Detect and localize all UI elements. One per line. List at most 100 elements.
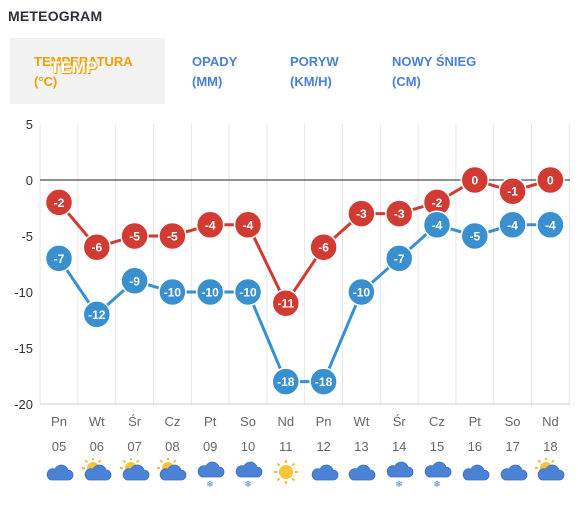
data-point	[536, 165, 565, 195]
data-label: 0	[471, 174, 478, 188]
data-point	[460, 165, 490, 195]
cloud-icon	[460, 458, 490, 488]
data-label: -12	[88, 308, 106, 322]
tab-new-snow-line2: (CM)	[392, 74, 421, 89]
data-label: -4	[545, 218, 556, 232]
tab-bar: TEMPERATURA (°C) TEMP OPADY (MM) PORYW (…	[10, 38, 570, 104]
x-date-label: 15	[430, 439, 444, 454]
tab-temperature-label: TEMPERATURA (°C)	[34, 52, 133, 92]
tab-temperature[interactable]: TEMPERATURA (°C) TEMP	[10, 38, 165, 104]
x-day-label: Śr	[128, 414, 142, 429]
data-label: -3	[356, 207, 367, 221]
tab-temperature-line2: (°C)	[34, 74, 58, 89]
tab-gust-line2: (KM/H)	[290, 74, 332, 89]
x-date-label: 18	[543, 439, 557, 454]
data-label: -2	[432, 196, 443, 210]
x-day-label: Cz	[164, 414, 180, 429]
data-label: -18	[277, 375, 295, 389]
data-point	[233, 210, 263, 240]
cloud-snow-icon: ❄	[195, 458, 225, 490]
data-label: -5	[469, 230, 480, 244]
y-tick-label: -10	[14, 285, 33, 300]
data-point	[347, 277, 376, 307]
data-label: -6	[318, 241, 329, 255]
sun-cloud-icon	[81, 457, 112, 488]
data-point	[233, 277, 263, 307]
data-point	[120, 266, 149, 296]
cloud-snow-icon: ❄	[384, 458, 414, 490]
sun-cloud-icon	[535, 457, 565, 488]
data-point	[120, 221, 149, 251]
tab-precipitation-line2: (MM)	[192, 74, 223, 89]
sun-icon	[271, 458, 301, 488]
x-day-label: So	[240, 414, 256, 429]
x-date-label: 05	[52, 439, 66, 454]
x-day-label: Nd	[542, 414, 559, 429]
x-date-label: 12	[316, 439, 330, 454]
cloud-snow-icon: ❄	[422, 458, 452, 490]
sun-cloud-icon	[157, 457, 187, 488]
data-point	[82, 232, 112, 262]
data-point	[498, 176, 527, 206]
data-point	[82, 300, 112, 329]
data-point	[44, 188, 74, 217]
cloud-icon	[346, 458, 376, 488]
data-point	[195, 277, 225, 307]
data-point	[536, 210, 565, 240]
x-day-label: Wt	[353, 414, 369, 429]
data-point	[422, 210, 452, 240]
data-point	[271, 367, 301, 396]
data-label: -4	[507, 218, 518, 232]
sun-cloud-icon	[119, 457, 150, 488]
tab-new-snow-line1: NOWY ŚNIEG	[392, 54, 477, 69]
data-label: -18	[315, 375, 333, 389]
cloud-icon	[309, 458, 339, 488]
data-label: -6	[91, 241, 102, 255]
svg-text:❄: ❄	[244, 480, 252, 488]
y-tick-label: -5	[21, 229, 33, 244]
data-point	[309, 367, 338, 396]
tab-precipitation[interactable]: OPADY (MM)	[178, 38, 268, 104]
tab-precipitation-label: OPADY (MM)	[192, 52, 237, 92]
data-point	[309, 232, 338, 262]
data-label: -7	[54, 252, 65, 266]
data-label: -2	[54, 196, 65, 210]
x-date-label: 07	[127, 439, 141, 454]
data-label: -7	[394, 252, 405, 266]
data-point	[384, 199, 414, 228]
temperature-chart: 50-5-10-15-20Pn05Wt06Śr07Cz08Pt09So10Nd1…	[14, 117, 570, 454]
data-point	[347, 199, 376, 228]
x-day-label: Pt	[204, 414, 217, 429]
x-date-label: 11	[279, 439, 293, 454]
page-title: METEOGRAM	[8, 8, 103, 24]
tab-new-snow[interactable]: NOWY ŚNIEG (CM)	[378, 38, 498, 104]
x-day-label: Pn	[51, 414, 67, 429]
x-day-label: Nd	[277, 414, 294, 429]
data-point	[158, 277, 187, 307]
tab-gust[interactable]: PORYW (KM/H)	[276, 38, 371, 104]
data-point	[271, 288, 301, 318]
data-label: -10	[353, 286, 371, 300]
data-point	[498, 210, 527, 240]
data-label: -4	[205, 218, 216, 232]
y-tick-label: -15	[14, 341, 33, 356]
x-day-label: Pt	[469, 414, 482, 429]
cloud-icon	[44, 458, 74, 488]
x-day-label: Wt	[89, 414, 105, 429]
data-label: -9	[129, 274, 140, 288]
data-label: 0	[547, 174, 554, 188]
x-date-label: 06	[90, 439, 104, 454]
y-tick-label: -20	[14, 397, 33, 412]
y-tick-label: 0	[26, 173, 33, 188]
x-date-label: 10	[241, 439, 255, 454]
tab-temperature-overlay: TEMP	[50, 58, 98, 77]
data-label: -10	[239, 286, 257, 300]
tab-gust-label: PORYW (KM/H)	[290, 52, 339, 92]
x-date-label: 13	[354, 439, 368, 454]
data-label: -1	[507, 185, 518, 199]
x-day-label: Cz	[429, 414, 445, 429]
y-tick-label: 5	[26, 117, 33, 132]
cloud-icon	[498, 458, 528, 488]
data-label: -4	[243, 218, 254, 232]
tab-temperature-line1: TEMPERATURA	[34, 54, 133, 69]
